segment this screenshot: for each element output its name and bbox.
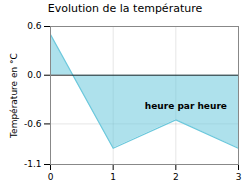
html-text:Evolution de la température: Evolution de la température (47, 2, 203, 15)
svg-text:-1.1: -1.1 (24, 159, 42, 169)
svg-text:2: 2 (173, 172, 179, 182)
svg-text:0.0: 0.0 (27, 70, 42, 80)
svg-text:0: 0 (48, 172, 54, 182)
svg-text:-0.6: -0.6 (24, 119, 42, 129)
svg-text:Température en °C: Température en °C (9, 53, 19, 139)
svg-text:3: 3 (236, 172, 242, 182)
svg-text:heure par heure: heure par heure (145, 101, 227, 111)
svg-text:1: 1 (110, 172, 116, 182)
svg-text:0.6: 0.6 (27, 21, 42, 31)
